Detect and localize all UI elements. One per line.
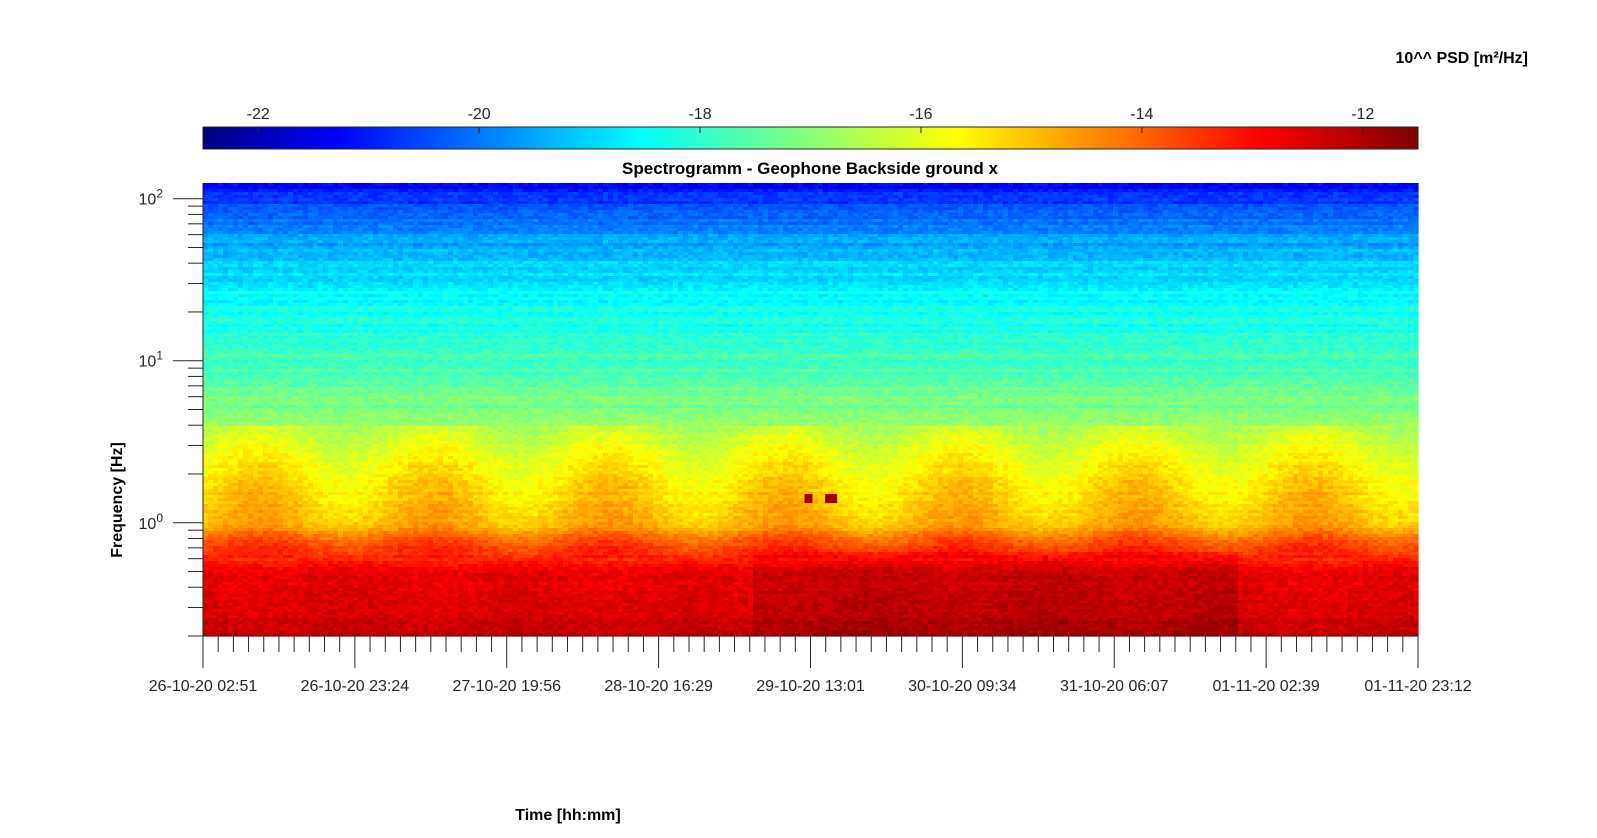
colorbar-tick-label: -18 xyxy=(688,106,711,123)
colorbar-tick-label: -20 xyxy=(468,106,491,123)
colorbar-tick-label: -16 xyxy=(909,106,932,123)
colorbar-tick-label: -14 xyxy=(1130,106,1153,123)
spectrogram-heatmap xyxy=(203,183,1419,637)
colorbar-label: 10^^ PSD [m²/Hz] xyxy=(1396,50,1528,67)
colorbar: -22 -20 -18 -16 -14 -12 xyxy=(203,106,1418,149)
chart-title: Spectrogramm - Geophone Backside ground … xyxy=(622,159,999,178)
colorbar-tick-label: -12 xyxy=(1351,106,1374,123)
colorbar-gradient xyxy=(203,127,1418,149)
colorbar-tick-label: -22 xyxy=(247,106,270,123)
